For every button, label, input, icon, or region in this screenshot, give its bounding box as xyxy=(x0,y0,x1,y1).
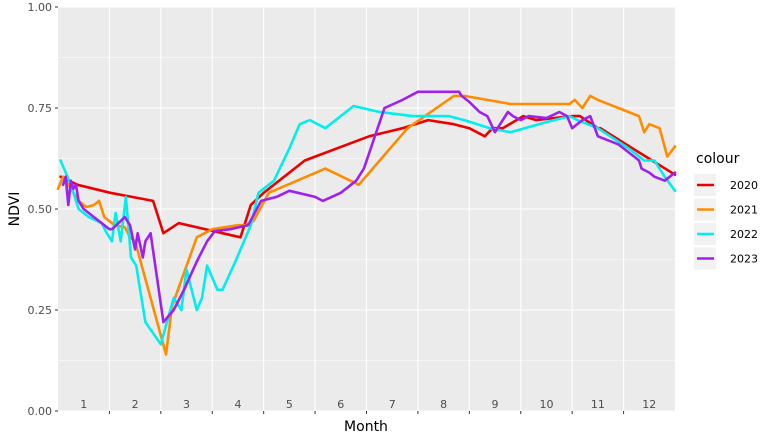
y-tick-label: 1.00 xyxy=(28,1,53,14)
legend-label-2020: 2020 xyxy=(730,179,758,192)
x-tick-label: 11 xyxy=(591,398,605,411)
x-tick-label: 10 xyxy=(539,398,553,411)
series-layer xyxy=(56,90,677,356)
x-tick-label: 3 xyxy=(183,398,190,411)
x-axis-title: Month xyxy=(344,419,388,435)
series-line-2021 xyxy=(56,94,677,356)
x-tick-label: 6 xyxy=(337,398,344,411)
series-line-2023 xyxy=(61,90,677,324)
legend-title: colour xyxy=(696,151,740,167)
y-tick-label: 0.25 xyxy=(28,304,53,317)
x-tick-label: 9 xyxy=(492,398,499,411)
legend-label-2022: 2022 xyxy=(730,228,758,241)
series-line-2020 xyxy=(59,114,677,239)
axes-layer xyxy=(55,6,625,414)
x-tick-labels: 1 2 3 4 5 6 7 8 9 10 11 12 xyxy=(80,398,656,411)
legend-label-2023: 2023 xyxy=(730,253,758,266)
x-tick-label: 12 xyxy=(642,398,656,411)
legend-label-2021: 2021 xyxy=(730,204,758,217)
x-tick-label: 8 xyxy=(440,398,447,411)
x-tick-label: 1 xyxy=(80,398,87,411)
x-tick-label: 4 xyxy=(234,398,241,411)
x-tick-label: 2 xyxy=(132,398,139,411)
y-axis-title: NDVI xyxy=(7,192,23,227)
x-tick-label: 5 xyxy=(286,398,293,411)
series-line-2022 xyxy=(59,104,677,346)
y-tick-labels: 0.00 0.25 0.50 0.75 1.00 xyxy=(28,1,53,418)
y-tick-label: 0.00 xyxy=(28,405,53,418)
y-tick-label: 0.50 xyxy=(28,203,53,216)
legend-items: 2020 2021 2022 2023 xyxy=(694,174,758,270)
y-tick-label: 0.75 xyxy=(28,102,53,115)
x-tick-label: 7 xyxy=(389,398,396,411)
legend: colour 2020 2021 2022 2023 xyxy=(694,151,758,270)
